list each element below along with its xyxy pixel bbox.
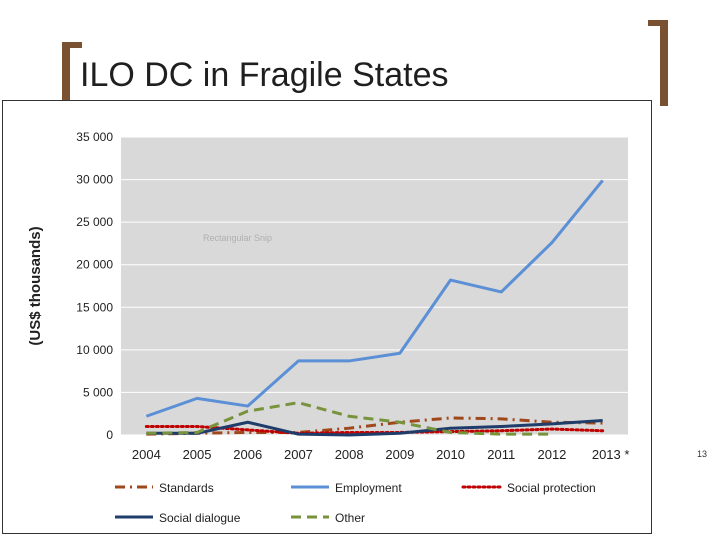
y-tick-label: 35 000 [76, 130, 113, 144]
legend-label: Employment [335, 481, 402, 495]
series-line-standards [146, 416, 603, 436]
gridlines [121, 136, 628, 436]
line-chart: 0 5 000 10 000 15 000 20 000 25 000 30 000 35 0… [27, 130, 630, 525]
legend-label: Other [335, 511, 365, 525]
y-tick-label: 15 000 [76, 300, 113, 314]
y-tick-label: 25 000 [76, 215, 113, 229]
x-tick-label: 2007 [284, 447, 313, 462]
x-tick-label: 2009 [385, 447, 414, 462]
series-line-other [146, 401, 552, 436]
chart-frame: 0 5 000 10 000 15 000 20 000 25 000 30 000 35 0… [2, 100, 652, 534]
legend-label: Social dialogue [159, 511, 241, 525]
x-tick-label: 2004 [132, 447, 161, 462]
legend-label: Social protection [507, 481, 596, 495]
title-bracket-left-cap [62, 42, 82, 48]
slide-title: ILO DC in Fragile States [80, 56, 449, 94]
legend-label: Standards [159, 481, 214, 495]
legend: Standards Employment Social protection Soci… [115, 481, 596, 525]
y-tick-label: 10 000 [76, 343, 113, 357]
x-tick-label: 2010 [436, 447, 465, 462]
x-tick-label: 2013 * [592, 447, 630, 462]
x-tick-label: 2005 [183, 447, 212, 462]
y-tick-label: 5 000 [83, 385, 113, 399]
faded-annotation: Rectangular Snip [203, 233, 272, 243]
series-line-social-dialogue [146, 419, 603, 437]
title-bracket-right [660, 20, 668, 106]
x-tick-label: 2008 [335, 447, 364, 462]
title-bracket-left [62, 42, 70, 100]
x-tick-label: 2012 [537, 447, 566, 462]
series-lines [144, 179, 605, 437]
y-tick-label: 30 000 [76, 173, 113, 187]
page-number: 13 [697, 449, 708, 459]
y-tick-label: 20 000 [76, 258, 113, 272]
series-line-employment [145, 179, 604, 418]
x-tick-label: 2011 [487, 447, 515, 462]
y-tick-label: 0 [106, 428, 113, 442]
x-tick-label: 2006 [233, 447, 262, 462]
plot-area [121, 137, 628, 435]
title-bracket-right-cap [648, 20, 668, 26]
y-axis-label: (US$ thousands) [27, 226, 44, 345]
y-tick-labels: 0 5 000 10 000 15 000 20 000 25 000 30 000 35 0… [76, 130, 113, 442]
x-tick-labels: 2004 2005 2006 2007 2008 2009 2010 2011 2012 2013… [132, 447, 630, 462]
